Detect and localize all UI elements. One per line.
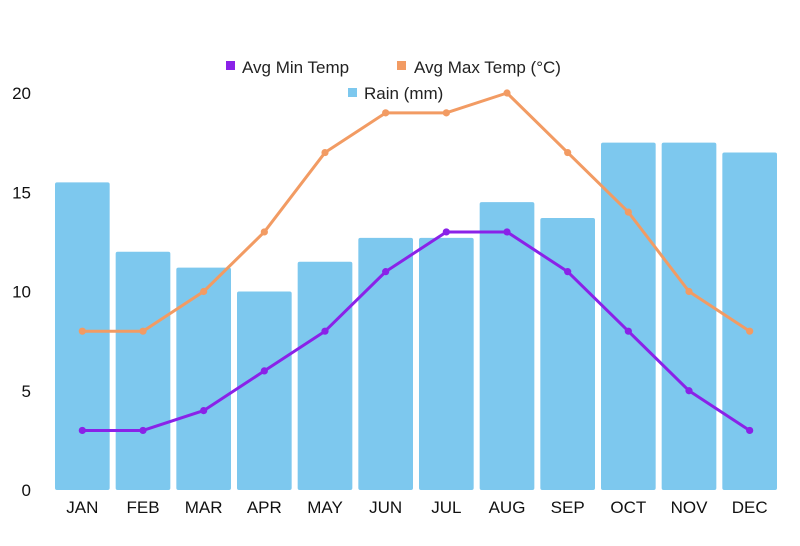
point-avg-min-temp-nov [685, 387, 693, 395]
bar-rain-aug [479, 202, 535, 490]
bar-rain-feb [115, 251, 171, 490]
x-tick-label-oct: OCT [610, 498, 646, 517]
x-tick-label-sep: SEP [551, 498, 585, 517]
axis-layer: 0 5 10 15 20 JAN FEB MAR APR MAY JUN JUL AUG SEP OCT NO… [12, 84, 768, 517]
bar-rain-jun [358, 237, 413, 490]
point-avg-min-temp-jul [442, 228, 450, 236]
y-tick-label-15: 15 [12, 183, 31, 202]
bar-rain-may [297, 261, 353, 490]
legend-label-avg-max-temp: Avg Max Temp (°C) [414, 58, 561, 77]
legend-swatch-rain [348, 88, 357, 97]
x-tick-label-nov: NOV [671, 498, 709, 517]
point-avg-min-temp-feb [139, 426, 147, 435]
points-layer [78, 89, 754, 435]
bar-rain-apr [237, 291, 292, 490]
point-avg-max-temp-c-aug [503, 89, 511, 97]
point-avg-max-temp-c-sep [564, 148, 572, 157]
point-avg-max-temp-c-jul [442, 109, 450, 117]
point-avg-min-temp-jun [382, 268, 390, 276]
point-avg-max-temp-c-may [321, 148, 329, 157]
point-avg-max-temp-c-oct [624, 208, 632, 216]
bar-rain-nov [661, 142, 717, 491]
bar-rain-mar [176, 267, 231, 490]
bar-rain-jan [55, 182, 110, 490]
x-tick-label-feb: FEB [126, 498, 159, 517]
bar-rain-dec [722, 152, 777, 491]
point-avg-max-temp-c-dec [746, 327, 754, 335]
point-avg-min-temp-oct [624, 327, 632, 335]
bar-rain-jul [419, 237, 474, 490]
point-avg-min-temp-aug [503, 228, 511, 236]
point-avg-min-temp-may [321, 327, 329, 335]
legend: Avg Min Temp Avg Max Temp (°C) Rain (mm) [226, 58, 561, 103]
bars-layer [55, 142, 777, 491]
point-avg-min-temp-jan [78, 426, 86, 435]
point-avg-max-temp-c-apr [260, 228, 268, 236]
line-avg-min-temp [80, 230, 752, 432]
point-avg-max-temp-c-jan [78, 327, 86, 335]
y-tick-label-0: 0 [22, 481, 31, 500]
x-tick-label-aug: AUG [489, 498, 526, 517]
x-tick-label-apr: APR [247, 498, 282, 517]
legend-label-rain: Rain (mm) [364, 84, 443, 103]
lines-layer [80, 91, 752, 432]
y-tick-label-20: 20 [12, 84, 31, 103]
y-tick-label-10: 10 [12, 283, 31, 302]
point-avg-min-temp-mar [200, 407, 208, 415]
x-tick-label-jul: JUL [431, 498, 461, 517]
point-avg-min-temp-dec [746, 426, 754, 435]
line-avg-max-temp-c [80, 91, 752, 333]
x-tick-label-jan: JAN [66, 498, 98, 517]
x-tick-label-may: MAY [307, 498, 343, 517]
x-tick-label-dec: DEC [732, 498, 768, 517]
point-avg-max-temp-c-nov [685, 287, 693, 296]
x-tick-label-mar: MAR [185, 498, 223, 517]
legend-swatch-avg-min-temp [226, 61, 235, 70]
x-tick-label-jun: JUN [369, 498, 402, 517]
legend-label-avg-min-temp: Avg Min Temp [242, 58, 349, 77]
y-tick-label-5: 5 [22, 382, 31, 401]
point-avg-max-temp-c-jun [382, 109, 390, 117]
point-avg-min-temp-sep [564, 268, 572, 276]
legend-swatch-avg-max-temp [397, 61, 406, 70]
point-avg-max-temp-c-feb [139, 327, 147, 335]
point-avg-min-temp-apr [260, 367, 268, 375]
point-avg-max-temp-c-mar [200, 287, 208, 296]
